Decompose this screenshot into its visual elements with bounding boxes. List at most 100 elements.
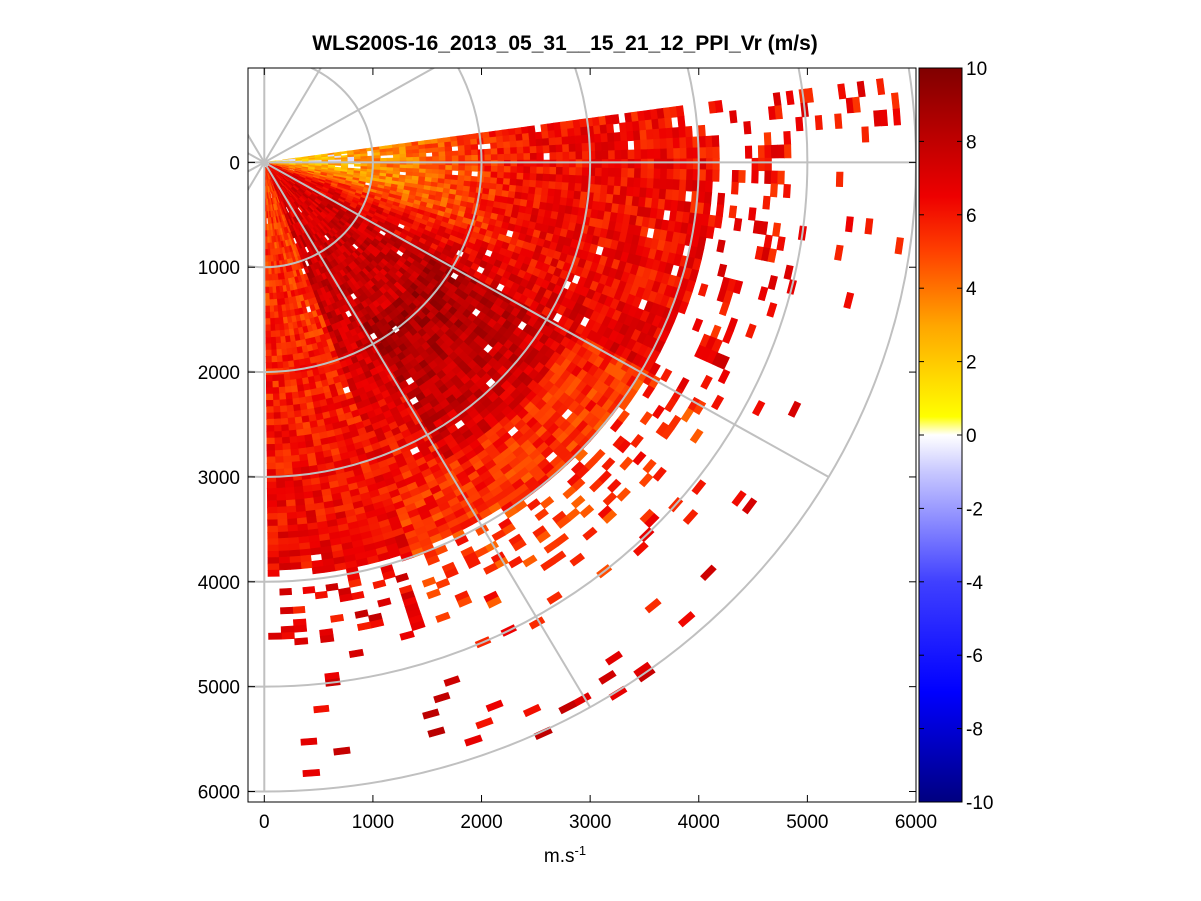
velocity-cell [665, 127, 674, 139]
velocity-cell [471, 149, 479, 156]
velocity-cell [466, 557, 481, 570]
velocity-cell [276, 518, 288, 527]
velocity-cell [268, 286, 273, 294]
velocity-cell [269, 305, 275, 313]
velocity-cell [567, 127, 576, 138]
velocity-cell [601, 159, 609, 169]
velocity-cell [431, 151, 440, 158]
velocity-cell [600, 133, 609, 143]
velocity-cell [267, 557, 280, 565]
velocity-cell [267, 569, 280, 577]
velocity-cell [292, 618, 307, 627]
velocity-cell [804, 87, 814, 104]
velocity-cell [751, 400, 766, 417]
velocity-cell [677, 115, 686, 128]
velocity-cell [702, 202, 712, 216]
velocity-cell [686, 158, 694, 170]
velocity-cell [528, 616, 546, 630]
velocity-cell [296, 517, 308, 526]
velocity-cell [267, 217, 271, 225]
velocity-cell [589, 478, 604, 493]
velocity-cell [645, 129, 654, 141]
velocity-cell [593, 133, 602, 144]
velocity-cell [613, 176, 622, 187]
velocity-cell [270, 355, 278, 363]
velocity-cell [399, 157, 407, 162]
velocity-cell [288, 429, 297, 438]
velocity-cell [286, 511, 297, 520]
colorbar-tick-label: -8 [966, 720, 983, 741]
velocity-cell [536, 152, 544, 161]
velocity-cell [666, 168, 675, 180]
velocity-cell [651, 404, 666, 420]
velocity-cell [548, 174, 557, 183]
velocity-cell [620, 177, 629, 188]
velocity-cell [348, 648, 364, 659]
velocity-cell [733, 217, 743, 232]
velocity-cell [286, 524, 299, 533]
velocity-cell [412, 164, 420, 170]
velocity-cell [272, 399, 281, 407]
velocity-cell [678, 190, 687, 202]
velocity-cell [464, 149, 472, 156]
velocity-cell [269, 317, 275, 326]
velocity-cell [777, 144, 785, 159]
velocity-cell [386, 151, 394, 156]
velocity-cell [457, 170, 466, 177]
velocity-cell [703, 191, 713, 205]
velocity-cell [284, 486, 295, 495]
velocity-cell [273, 424, 282, 433]
velocity-cell [767, 275, 778, 291]
velocity-cell [290, 454, 300, 463]
velocity-cell [451, 150, 459, 157]
velocity-cell [283, 379, 292, 388]
velocity-cell [766, 302, 778, 318]
velocity-cell [284, 392, 293, 400]
velocity-cell [679, 158, 688, 170]
velocity-cell [490, 142, 498, 150]
velocity-cell [276, 361, 284, 369]
velocity-cell [419, 164, 427, 170]
velocity-cell [522, 172, 531, 181]
velocity-cell [288, 436, 298, 444]
velocity-cell [718, 301, 730, 317]
velocity-cell [277, 380, 285, 388]
velocity-cell [534, 131, 543, 140]
velocity-cell [457, 596, 473, 608]
velocity-cell [444, 141, 452, 148]
colorbar-tick-label: -6 [966, 646, 983, 667]
plot-frame [247, 67, 917, 803]
velocity-cell [527, 125, 536, 134]
velocity-cell [294, 498, 306, 507]
y-tick-label: 0 [229, 153, 240, 174]
velocity-cell [264, 255, 269, 263]
velocity-cell [834, 113, 843, 129]
velocity-cell [534, 508, 549, 522]
velocity-cell [431, 142, 439, 149]
velocity-cell [606, 185, 615, 196]
velocity-cell [501, 128, 510, 137]
azimuth-spoke [248, 161, 265, 173]
velocity-cell [568, 151, 577, 161]
velocity-cell [731, 169, 740, 183]
velocity-cell [274, 456, 284, 464]
velocity-cell [450, 174, 459, 181]
velocity-cell [554, 181, 563, 191]
velocity-cell [421, 576, 437, 588]
colorbar-tick-label: 10 [966, 59, 987, 80]
velocity-cell [555, 136, 563, 146]
velocity-cell [270, 330, 276, 338]
velocity-cell [562, 151, 570, 161]
velocity-cell [738, 170, 746, 183]
velocity-cell [278, 562, 291, 571]
velocity-cell [502, 184, 511, 192]
velocity-cell [521, 186, 530, 195]
velocity-cell [607, 167, 616, 178]
velocity-cell [621, 158, 629, 169]
velocity-cell [300, 561, 313, 570]
velocity-cell [639, 129, 648, 141]
velocity-cell [265, 387, 274, 395]
velocity-cell [289, 448, 300, 457]
velocity-cell [637, 666, 656, 683]
velocity-cell [280, 430, 290, 438]
